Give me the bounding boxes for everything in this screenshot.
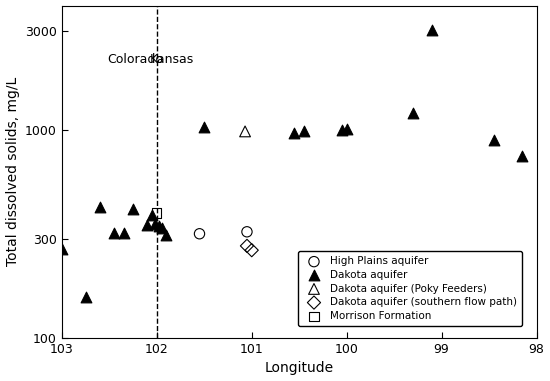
X-axis label: Longitude: Longitude (265, 362, 334, 375)
High Plains aquifer (243, 229, 251, 235)
Dakota aquifer (southern flow path) (243, 243, 251, 249)
Dakota aquifer (200, 124, 208, 130)
Dakota aquifer (290, 130, 299, 136)
Dakota aquifer (151, 221, 160, 227)
Y-axis label: Total dissolved solids, mg/L: Total dissolved solids, mg/L (6, 77, 20, 266)
Morrison Formation (152, 210, 161, 216)
Dakota aquifer (155, 223, 163, 229)
Text: Colorado: Colorado (107, 53, 163, 66)
Dakota aquifer (147, 212, 156, 218)
Dakota aquifer (300, 128, 309, 134)
Dakota aquifer (57, 246, 66, 252)
Dakota aquifer (338, 127, 346, 133)
Dakota aquifer (129, 206, 138, 212)
Dakota aquifer (428, 27, 437, 33)
Dakota aquifer (109, 230, 118, 236)
Dakota aquifer (southern flow path) (248, 247, 256, 253)
Dakota aquifer (143, 222, 152, 228)
Text: Kansas: Kansas (150, 53, 194, 66)
High Plains aquifer (195, 231, 204, 237)
Dakota aquifer (409, 110, 417, 116)
Dakota aquifer (518, 153, 527, 159)
Dakota aquifer (119, 230, 128, 236)
Dakota aquifer (162, 232, 170, 238)
Dakota aquifer (95, 203, 104, 210)
Legend: High Plains aquifer, Dakota aquifer, Dakota aquifer (Poky Feeders), Dakota aquif: High Plains aquifer, Dakota aquifer, Dak… (298, 251, 522, 326)
Dakota aquifer (342, 126, 351, 132)
Dakota aquifer (490, 137, 498, 143)
Dakota aquifer (Poky Feeders) (241, 128, 250, 134)
Dakota aquifer (157, 225, 166, 231)
Dakota aquifer (81, 294, 90, 300)
